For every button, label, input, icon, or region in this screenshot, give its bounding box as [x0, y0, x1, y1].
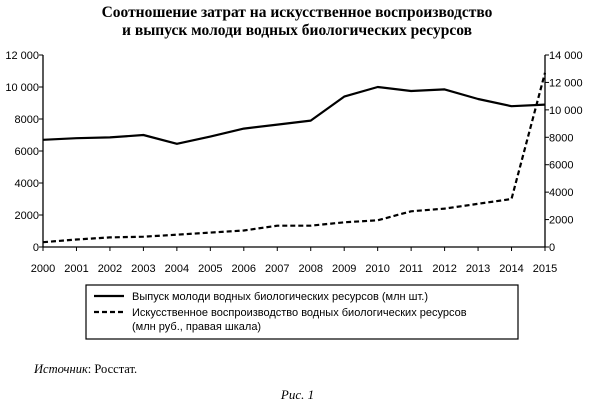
right-tick-label: 12 000 [549, 77, 583, 89]
x-tick-label: 2015 [533, 263, 557, 275]
x-tick-label: 2003 [131, 263, 155, 275]
chart-title-line: и выпуск молоди водных биологических рес… [122, 22, 472, 39]
x-tick-label: 2005 [198, 263, 222, 275]
figure-caption: Рис. 1 [280, 387, 315, 402]
legend: Выпуск молоди водных биологических ресур… [85, 284, 519, 340]
x-tick-label: 2002 [98, 263, 122, 275]
legend-label: Искусственное воспроизводство водных био… [132, 307, 467, 319]
series-line-cost [42, 72, 547, 244]
source-text: : Росстат. [87, 362, 138, 376]
legend-label: (млн руб., правая шкала) [132, 321, 261, 333]
chart: Соотношение затрат на искусственное восп… [5, 4, 583, 340]
x-tick-label: 2000 [31, 263, 55, 275]
right-tick-label: 4000 [549, 187, 573, 199]
chart-title: Соотношение затрат на искусственное восп… [102, 4, 493, 39]
source-label: Источник [34, 362, 88, 376]
x-tick-label: 2008 [298, 263, 322, 275]
right-tick-label: 6000 [549, 160, 573, 172]
chart-axes [42, 55, 546, 248]
right-tick-label: 0 [549, 242, 555, 254]
x-tick-label: 2012 [432, 263, 456, 275]
x-tick-label: 2007 [265, 263, 289, 275]
legend-box [85, 284, 519, 340]
x-tick-label: 2006 [232, 263, 256, 275]
x-tick-label: 2001 [64, 263, 88, 275]
x-tick-label: 2013 [466, 263, 490, 275]
x-tick-label: 2004 [165, 263, 189, 275]
left-tick-label: 0 [33, 242, 39, 254]
left-tick-label: 10 000 [5, 82, 39, 94]
left-axis-ticks: 0 2000 4000 6000 8000 10 000 12 000 [5, 50, 43, 254]
x-tick-label: 2010 [365, 263, 389, 275]
source-note: Источник: Росстат. [34, 362, 137, 377]
right-tick-label: 2000 [549, 215, 573, 227]
series-line-output [42, 85, 546, 145]
left-tick-label: 2000 [15, 210, 39, 222]
right-tick-label: 8000 [549, 132, 573, 144]
chart-title-line: Соотношение затрат на искусственное восп… [102, 4, 493, 21]
legend-label: Выпуск молоди водных биологических ресур… [132, 291, 428, 303]
x-tick-label: 2014 [499, 263, 523, 275]
left-tick-label: 12 000 [5, 50, 39, 62]
x-tick-label: 2011 [399, 263, 423, 275]
left-tick-label: 4000 [15, 178, 39, 190]
right-tick-label: 10 000 [549, 105, 583, 117]
x-axis-ticks: 2000 2001 2002 2003 2004 2005 2006 2007 2008 2009… [31, 247, 557, 275]
series-lines [42, 72, 547, 244]
right-tick-label: 14 000 [549, 50, 583, 62]
left-tick-label: 8000 [15, 114, 39, 126]
x-tick-label: 2009 [332, 263, 356, 275]
right-axis-ticks: 0 2000 4000 6000 8000 10 000 12 000 14 000 [545, 50, 583, 254]
left-tick-label: 6000 [15, 146, 39, 158]
